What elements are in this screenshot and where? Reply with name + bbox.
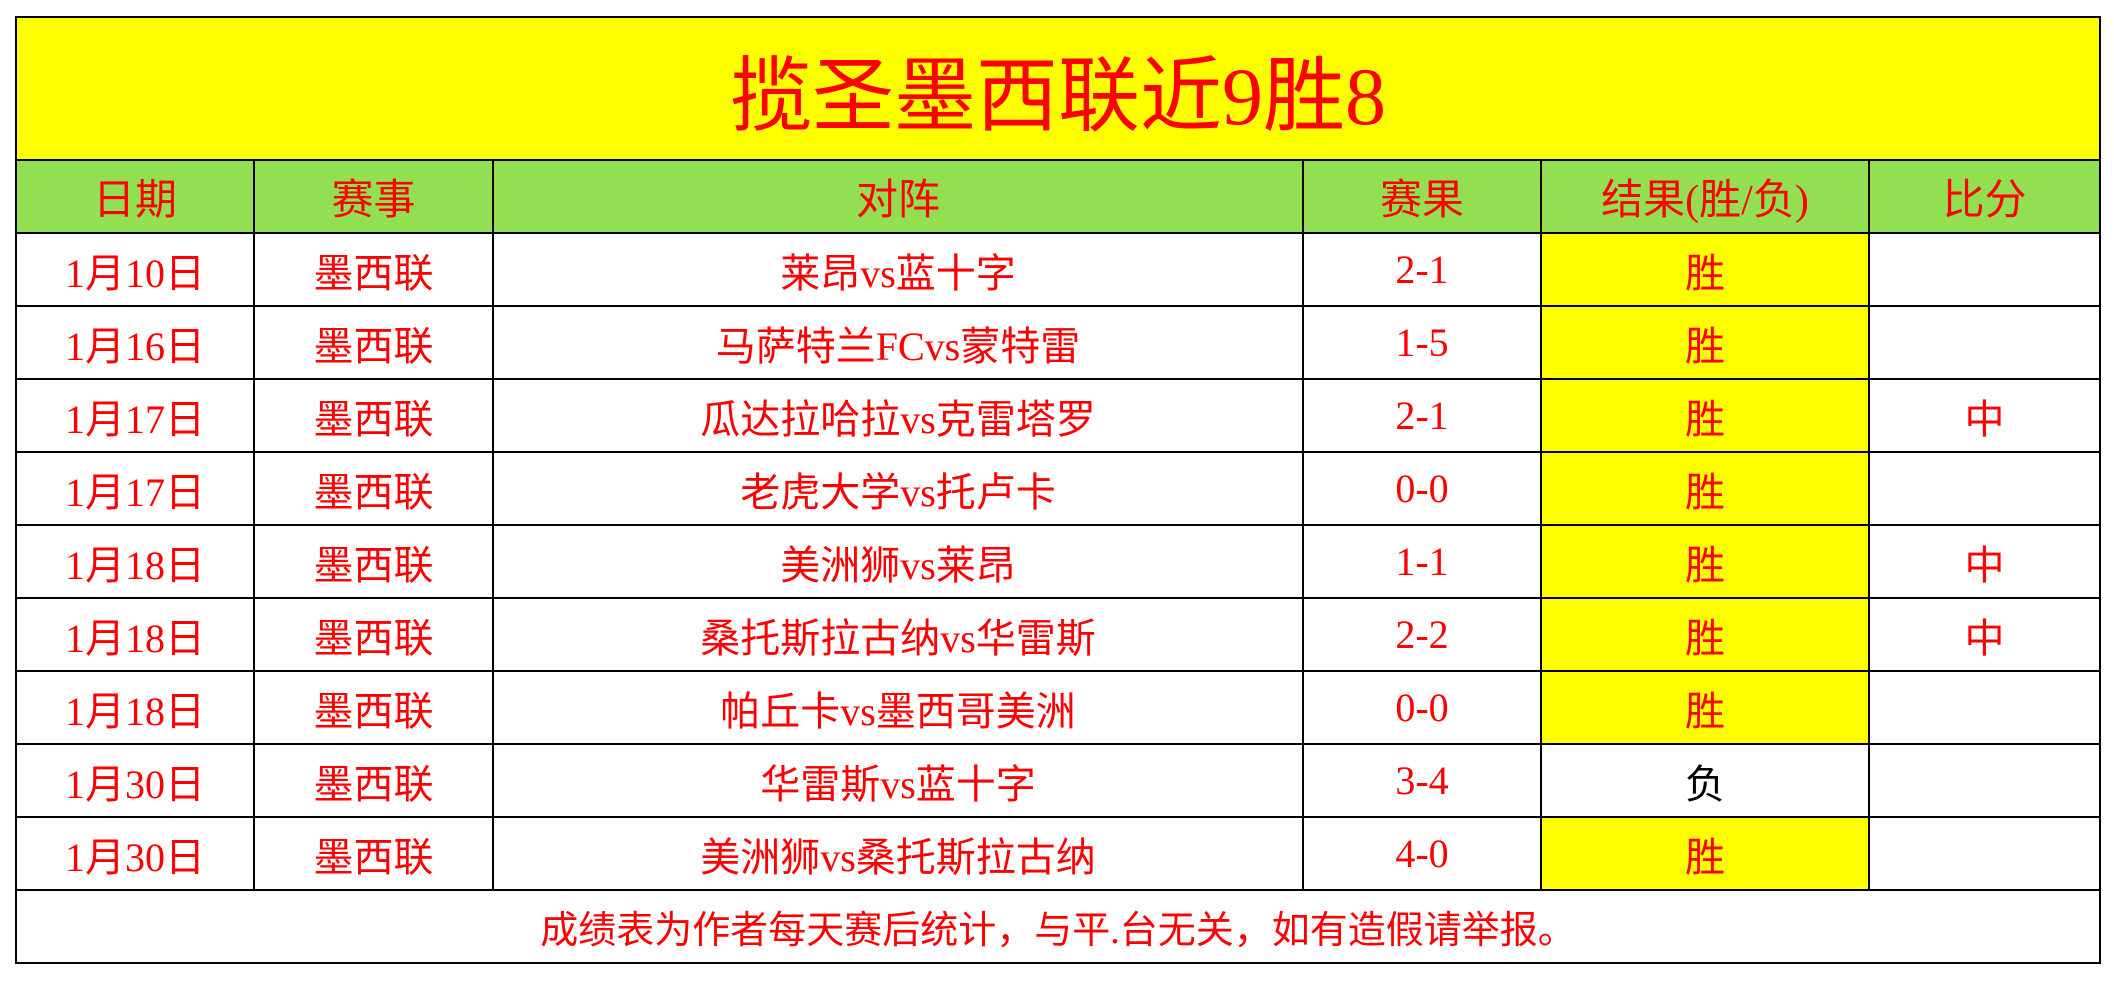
cell-score: 1-5	[1302, 305, 1542, 380]
cell-result: 胜	[1540, 451, 1870, 526]
cell-league: 墨西联	[253, 743, 494, 818]
cell-league: 墨西联	[253, 816, 494, 891]
cell-date: 1月10日	[15, 232, 255, 307]
cell-date: 1月16日	[15, 305, 255, 380]
cell-mark: 中	[1867, 378, 2102, 453]
cell-result: 胜	[1540, 597, 1870, 672]
cell-score: 2-1	[1302, 378, 1542, 453]
table-row: 1月17日 墨西联 瓜达拉哈拉vs克雷塔罗 2-1 胜中	[15, 378, 2102, 453]
cell-result: 胜	[1540, 816, 1870, 891]
cell-match: 瓜达拉哈拉vs克雷塔罗	[492, 378, 1304, 453]
cell-result: 胜	[1540, 232, 1870, 307]
table-row: 1月18日 墨西联 帕丘卡vs墨西哥美洲 0-0 胜	[15, 670, 2102, 745]
cell-mark	[1867, 670, 2102, 745]
cell-date: 1月30日	[15, 816, 255, 891]
cell-date: 1月17日	[15, 451, 255, 526]
cell-date: 1月17日	[15, 378, 255, 453]
header-row: 日期 赛事 对阵 赛果 结果(胜/负) 比分	[15, 159, 2102, 234]
cell-league: 墨西联	[253, 305, 494, 380]
table-row: 1月16日 墨西联 马萨特兰FCvs蒙特雷 1-5 胜	[15, 305, 2102, 380]
cell-mark	[1867, 451, 2102, 526]
cell-score: 2-1	[1302, 232, 1542, 307]
cell-match: 美洲狮vs桑托斯拉古纳	[492, 816, 1304, 891]
table-row: 1月10日 墨西联 莱昂vs蓝十字 2-1 胜	[15, 232, 2102, 307]
footer-row: 成绩表为作者每天赛后统计，与平.台无关，如有造假请举报。	[14, 889, 2102, 964]
cell-score: 4-0	[1302, 816, 1542, 891]
header-result: 结果(胜/负)	[1540, 159, 1870, 234]
header-date: 日期	[15, 159, 255, 234]
cell-result: 胜	[1540, 524, 1870, 599]
cell-result: 胜	[1540, 670, 1870, 745]
cell-match: 华雷斯vs蓝十字	[492, 743, 1304, 818]
header-match: 对阵	[492, 159, 1304, 234]
cell-date: 1月18日	[15, 597, 255, 672]
cell-date: 1月18日	[15, 670, 255, 745]
cell-score: 0-0	[1302, 670, 1542, 745]
cell-date: 1月30日	[15, 743, 255, 818]
cell-result: 胜	[1540, 378, 1870, 453]
cell-mark	[1867, 305, 2102, 380]
cell-match: 桑托斯拉古纳vs华雷斯	[492, 597, 1304, 672]
table-row: 1月18日 墨西联 美洲狮vs莱昂 1-1 胜中	[15, 524, 2102, 599]
cell-mark	[1867, 232, 2102, 307]
cell-mark: 中	[1867, 524, 2102, 599]
table-row: 1月30日 墨西联 美洲狮vs桑托斯拉古纳 4-0 胜	[15, 816, 2102, 891]
table-row: 1月18日 墨西联 桑托斯拉古纳vs华雷斯 2-2 胜中	[15, 597, 2102, 672]
cell-match: 莱昂vs蓝十字	[492, 232, 1304, 307]
cell-mark	[1867, 816, 2102, 891]
table-row: 1月30日 墨西联 华雷斯vs蓝十字 3-4 负	[15, 743, 2102, 818]
cell-score: 1-1	[1302, 524, 1542, 599]
cell-league: 墨西联	[253, 232, 494, 307]
header-league: 赛事	[253, 159, 494, 234]
cell-score: 3-4	[1302, 743, 1542, 818]
cell-match: 马萨特兰FCvs蒙特雷	[492, 305, 1304, 380]
cell-league: 墨西联	[253, 378, 494, 453]
cell-mark: 中	[1867, 597, 2102, 672]
cell-score: 2-2	[1302, 597, 1542, 672]
cell-league: 墨西联	[253, 670, 494, 745]
cell-match: 美洲狮vs莱昂	[492, 524, 1304, 599]
cell-mark	[1867, 743, 2102, 818]
cell-result: 负	[1540, 743, 1870, 818]
cell-result: 胜	[1540, 305, 1870, 380]
footer-note: 成绩表为作者每天赛后统计，与平.台无关，如有造假请举报。	[14, 889, 2102, 964]
table-row: 1月17日 墨西联 老虎大学vs托卢卡 0-0 胜	[15, 451, 2102, 526]
header-score: 赛果	[1302, 159, 1542, 234]
cell-match: 老虎大学vs托卢卡	[492, 451, 1304, 526]
cell-league: 墨西联	[253, 451, 494, 526]
cell-league: 墨西联	[253, 597, 494, 672]
cell-league: 墨西联	[253, 524, 494, 599]
cell-date: 1月18日	[15, 524, 255, 599]
table-title: 揽圣墨西联近9胜8	[14, 16, 2102, 161]
results-table: 揽圣墨西联近9胜8 日期 赛事 对阵 赛果 结果(胜/负) 比分 1月10日 墨西…	[14, 16, 2102, 964]
cell-match: 帕丘卡vs墨西哥美洲	[492, 670, 1304, 745]
header-mark: 比分	[1867, 159, 2102, 234]
cell-score: 0-0	[1302, 451, 1542, 526]
